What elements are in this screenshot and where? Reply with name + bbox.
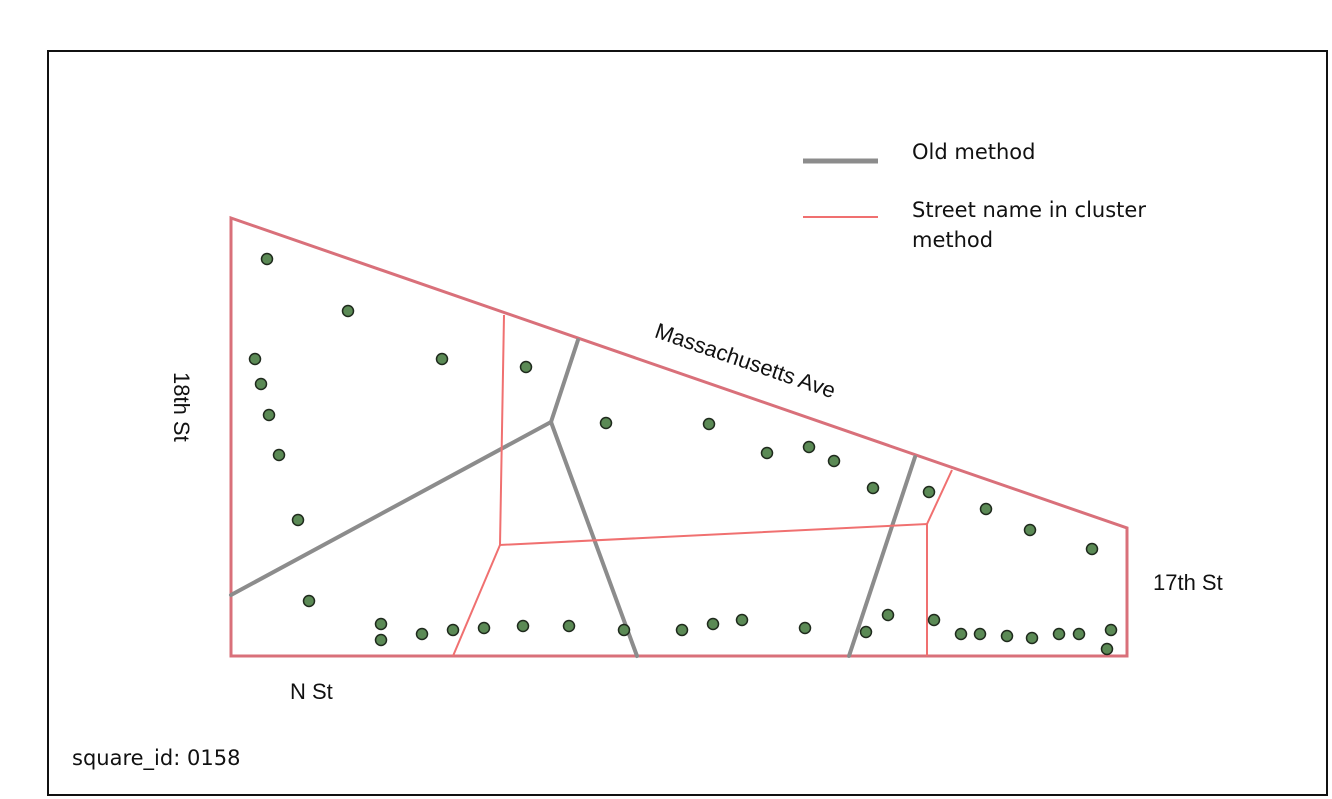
address-point — [435, 352, 449, 366]
legend-old-method-label: Old method — [912, 140, 1036, 164]
address-point — [519, 360, 533, 374]
address-point — [702, 417, 716, 431]
address-point — [415, 627, 429, 641]
square-id: square_id0158 — [72, 746, 240, 770]
address-point — [1025, 631, 1039, 645]
street-label-west: 18th St — [169, 372, 194, 442]
address-point — [1000, 629, 1014, 643]
address-point — [798, 621, 812, 635]
legend-cluster-method-label: Street name in cluster method — [912, 195, 1162, 255]
legend-cluster-line2: method — [912, 228, 994, 252]
cluster-method-lines — [452, 314, 953, 657]
cluster-line — [926, 469, 953, 525]
address-point — [291, 513, 305, 527]
address-point — [1104, 623, 1118, 637]
address-point — [1085, 542, 1099, 556]
address-point — [599, 416, 613, 430]
address-point — [1023, 523, 1037, 537]
address-point — [562, 619, 576, 633]
address-point — [248, 352, 262, 366]
legend-cluster-line1: Street name in cluster — [912, 198, 1146, 222]
address-point — [446, 623, 460, 637]
square-id-label: square_id — [72, 746, 187, 770]
map-frame — [47, 50, 1328, 796]
street-label-south: N St — [290, 679, 333, 704]
address-point — [827, 454, 841, 468]
address-point — [617, 623, 631, 637]
address-point — [374, 617, 388, 631]
address-point — [760, 446, 774, 460]
address-points — [248, 252, 1118, 656]
address-point — [262, 408, 276, 422]
address-point — [272, 448, 286, 462]
address-point — [516, 619, 530, 633]
old-method-line — [549, 420, 639, 658]
old-method-line — [229, 338, 580, 597]
address-point — [1072, 627, 1086, 641]
address-point — [1100, 642, 1114, 656]
address-point — [973, 627, 987, 641]
address-point — [374, 633, 388, 647]
address-point — [979, 502, 993, 516]
street-label-east: 17th St — [1153, 570, 1223, 595]
address-point — [866, 481, 880, 495]
address-point — [477, 621, 491, 635]
address-point — [260, 252, 274, 266]
address-point — [922, 485, 936, 499]
address-point — [1052, 627, 1066, 641]
cluster-line — [498, 314, 928, 656]
address-point — [735, 613, 749, 627]
old-method-lines — [229, 338, 917, 658]
block-outline — [229, 215, 1129, 658]
address-point — [954, 627, 968, 641]
old-method-line — [847, 455, 917, 658]
address-point — [706, 617, 720, 631]
address-point — [341, 304, 355, 318]
address-point — [859, 625, 873, 639]
address-point — [881, 608, 895, 622]
address-point — [927, 613, 941, 627]
address-point — [302, 594, 316, 608]
cluster-line — [452, 544, 501, 657]
square-id-value: 0158 — [186, 746, 241, 770]
address-point — [802, 440, 816, 454]
address-point — [675, 623, 689, 637]
address-point — [254, 377, 268, 391]
